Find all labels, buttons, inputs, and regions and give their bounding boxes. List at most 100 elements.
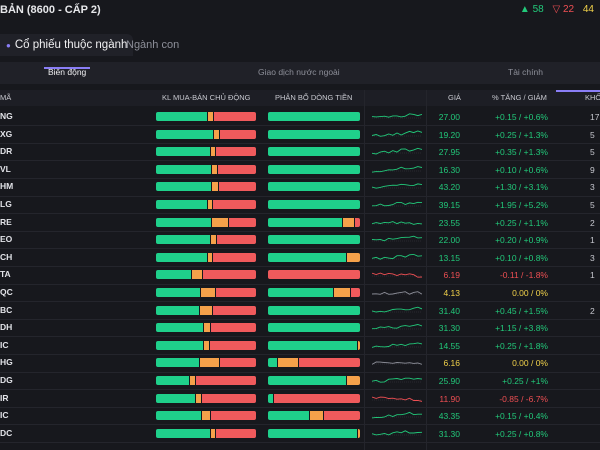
table-row[interactable]: LG 39.15 +1.95 / +5.2% 5	[0, 196, 600, 215]
table-row[interactable]: HM 43.20 +1.30 / +3.1% 3	[0, 178, 600, 197]
subtab-movement[interactable]: Biến động	[48, 67, 87, 77]
table-row[interactable]: IC 43.35 +0.15 / +0.4%	[0, 407, 600, 426]
table-row[interactable]: RE 23.55 +0.25 / +1.1% 2	[0, 214, 600, 232]
stock-symbol[interactable]: DG	[0, 375, 13, 385]
stock-symbol[interactable]: DH	[0, 322, 13, 333]
stock-symbol[interactable]: HG	[0, 357, 13, 368]
stock-symbol[interactable]: NG	[0, 111, 13, 121]
buy-sell-flow-bar	[156, 217, 256, 227]
table-row[interactable]: DG 25.90 +0.25 / +1%	[0, 372, 600, 391]
stock-symbol[interactable]: DR	[0, 146, 13, 157]
price-sparkline	[372, 396, 422, 402]
money-flow-bar	[268, 305, 360, 315]
stock-symbol[interactable]: QC	[0, 287, 13, 297]
price-change: +0.25 / +1.1%	[495, 217, 548, 228]
table-row[interactable]: TA 6.19 -0.11 / -1.8% 1	[0, 266, 600, 285]
money-flow-bar	[268, 376, 360, 385]
stock-price: 4.13	[443, 288, 460, 298]
buy-segment	[156, 164, 211, 174]
stock-symbol[interactable]: IC	[0, 410, 9, 421]
bar-separator	[206, 252, 208, 262]
col-change[interactable]: % TĂNG / GIẢM	[492, 93, 547, 102]
tab-sub-sector[interactable]: Ngành con	[126, 39, 180, 51]
stock-symbol[interactable]: CH	[0, 251, 13, 262]
sell-segment	[209, 340, 256, 350]
table-row[interactable]: NG 27.00 +0.15 / +0.6% 17	[0, 108, 600, 127]
table-row[interactable]: BC 31.40 +0.45 / +1.5% 2	[0, 302, 600, 320]
neutral-segment	[207, 112, 213, 121]
col-alloc[interactable]: PHÂN BỔ DÒNG TIỀN	[275, 93, 353, 102]
table-row[interactable]: VL 16.30 +0.10 / +0.6% 9	[0, 161, 600, 179]
stock-symbol[interactable]: DC	[0, 427, 13, 438]
stock-symbol[interactable]: XG	[0, 128, 13, 139]
price-sparkline	[372, 235, 422, 242]
stock-symbol[interactable]: BC	[0, 304, 13, 315]
table-row[interactable]: IC 14.55 +0.25 / +1.8%	[0, 337, 600, 355]
neutral-segment	[211, 164, 217, 174]
price-change: +0.45 / +1.5%	[495, 305, 548, 316]
table-row[interactable]: DR 27.95 +0.35 / +1.3% 5	[0, 143, 600, 162]
stock-symbol[interactable]: EO	[0, 234, 13, 245]
subtab-foreign-trading[interactable]: Giao dịch nước ngoài	[258, 67, 340, 77]
sell-segment	[219, 129, 256, 139]
money-flow-bar	[268, 147, 360, 157]
stock-price: 31.40	[438, 305, 460, 316]
market-breadth: ▲ 58 ▽ 22 44	[514, 4, 594, 15]
table-row[interactable]: EO 22.00 +0.20 / +0.9% 1	[0, 231, 600, 250]
bar-separator	[210, 182, 212, 192]
col-flow[interactable]: KL MUA-BÁN CHỦ ĐỘNG	[162, 93, 251, 102]
buy-segment	[156, 428, 210, 438]
sell-segment	[212, 252, 256, 262]
sell-segment	[273, 393, 360, 403]
table-row[interactable]: QC 4.13 0.00 / 0%	[0, 284, 600, 303]
table-row[interactable]: DC 31.30 +0.25 / +0.8%	[0, 425, 600, 443]
money-flow-bar	[268, 182, 360, 192]
money-flow-bar	[268, 411, 360, 421]
price-change: +1.95 / +5.2%	[495, 200, 548, 210]
volume-value: 2	[590, 217, 595, 228]
table-row[interactable]: XG 19.20 +0.25 / +1.3% 5	[0, 126, 600, 144]
col-price[interactable]: GIÁ	[448, 93, 461, 102]
bar-separator	[209, 147, 211, 157]
stock-symbol[interactable]: LG	[0, 199, 12, 209]
table-row[interactable]: DH 31.30 +1.15 / +3.8%	[0, 319, 600, 338]
buy-segment	[268, 376, 347, 385]
sell-segment	[354, 217, 360, 227]
price-sparkline	[372, 361, 422, 366]
sell-segment	[210, 323, 256, 333]
stock-price: 13.15	[438, 252, 460, 263]
stock-symbol[interactable]: IC	[0, 339, 9, 350]
table-row[interactable]: CH 13.15 +0.10 / +0.8% 3	[0, 249, 600, 267]
buy-segment	[156, 270, 192, 280]
price-change: +0.25 / +1%	[502, 376, 548, 386]
neutral-segment	[204, 340, 209, 350]
table-row[interactable]: IR 11.90 -0.85 / -6.7%	[0, 390, 600, 408]
volume-value: 5	[590, 129, 595, 140]
neutral-segment	[211, 217, 228, 227]
stock-symbol[interactable]: HM	[0, 181, 14, 192]
col-khoi[interactable]: KHỐ	[585, 93, 600, 102]
table-header: MÃ KL MUA-BÁN CHỦ ĐỘNG PHÂN BỔ DÒNG TIỀN…	[0, 90, 600, 106]
price-change: +0.10 / +0.8%	[495, 252, 548, 263]
neutral-segment	[347, 376, 360, 385]
buy-segment	[268, 252, 347, 262]
tab-sector-stocks[interactable]: ● Cổ phiếu thuộc ngành	[0, 34, 134, 56]
top-bar: BẢN (8600 - CẤP 2) ▲ 58 ▽ 22 44	[0, 0, 600, 22]
price-change: +1.15 / +3.8%	[495, 323, 548, 334]
price-sparkline	[372, 201, 422, 207]
tab-dot-icon: ●	[6, 41, 11, 50]
col-symbol[interactable]: MÃ	[0, 93, 12, 102]
stock-price: 31.30	[438, 428, 460, 439]
stock-symbol[interactable]: VL	[0, 163, 11, 174]
bar-separator	[210, 164, 212, 174]
subtab-financials[interactable]: Tài chính	[508, 67, 543, 77]
stock-symbol[interactable]: RE	[0, 216, 12, 227]
stock-price: 27.00	[438, 112, 460, 122]
bar-separator	[195, 393, 197, 403]
neutral-segment	[309, 411, 323, 421]
bar-separator	[353, 217, 355, 227]
neutral-segment	[358, 428, 360, 438]
table-row[interactable]: HG 6.16 0.00 / 0%	[0, 354, 600, 373]
stock-symbol[interactable]: TA	[0, 269, 11, 280]
stock-symbol[interactable]: IR	[0, 392, 9, 403]
